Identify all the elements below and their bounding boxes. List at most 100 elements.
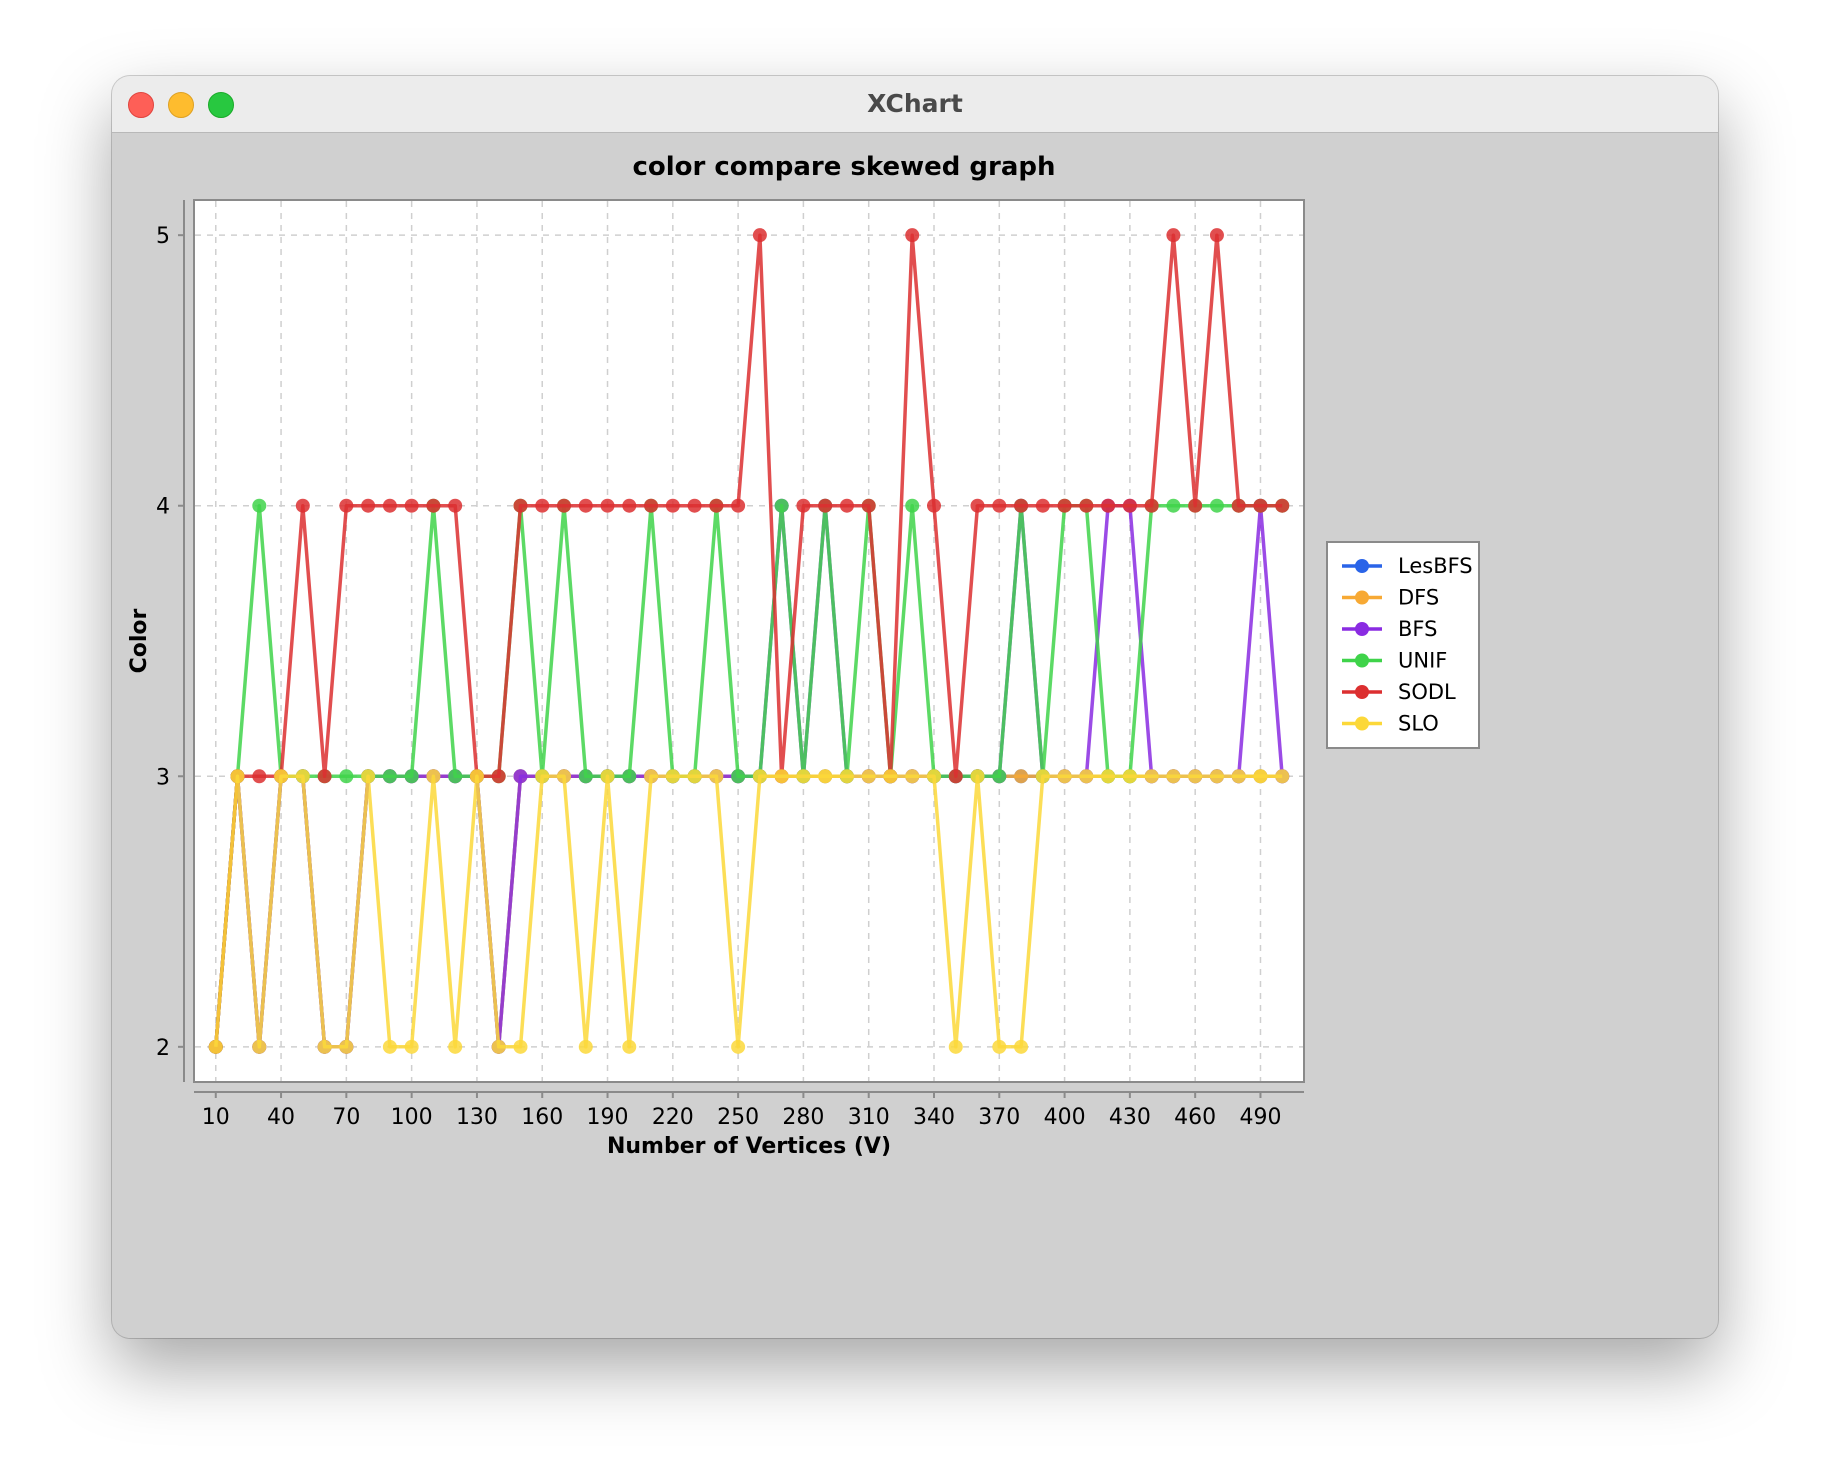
legend-box: [1326, 541, 1480, 749]
x-tick-label: 340: [913, 1105, 955, 1130]
chart-title: color compare skewed graph: [632, 152, 1055, 182]
data-point-sodl: [1057, 498, 1072, 513]
x-tick-label: 220: [652, 1105, 694, 1130]
data-point-slo: [796, 769, 811, 784]
x-tick-label: 490: [1239, 1105, 1281, 1130]
data-point-sodl: [557, 498, 571, 513]
data-point-sodl: [1188, 498, 1203, 513]
data-point-sodl: [600, 498, 615, 513]
data-point-slo: [1122, 769, 1137, 784]
data-point-unif: [339, 769, 354, 784]
data-point-sodl: [578, 498, 593, 513]
data-point-slo: [948, 1039, 963, 1054]
minimize-window-icon[interactable]: [168, 92, 194, 118]
x-tick-label: 10: [202, 1105, 230, 1130]
data-point-unif: [905, 498, 920, 513]
series-slo: [208, 769, 1290, 1054]
data-point-sodl: [796, 498, 811, 513]
data-point-unif: [1166, 498, 1181, 513]
data-point-slo: [469, 769, 484, 784]
data-point-sodl: [622, 498, 637, 513]
x-tick-label: 250: [717, 1105, 759, 1130]
data-point-sodl: [644, 498, 659, 513]
data-point-sodl: [1275, 498, 1290, 513]
data-point-slo: [1209, 769, 1224, 784]
data-point-slo: [252, 1039, 267, 1054]
data-point-slo: [404, 1039, 419, 1054]
legend-marker-bfs: [1355, 622, 1369, 636]
data-point-slo: [513, 1039, 528, 1054]
data-point-sodl: [818, 498, 833, 513]
data-point-slo: [1144, 769, 1159, 784]
legend-label-bfs: BFS: [1398, 617, 1437, 641]
data-point-slo: [295, 769, 310, 784]
data-point-sodl: [752, 228, 767, 243]
data-point-sodl: [295, 498, 310, 513]
data-point-slo: [818, 769, 833, 784]
data-point-sodl: [1122, 498, 1137, 513]
data-point-sodl: [1101, 498, 1116, 513]
data-point-slo: [644, 769, 659, 784]
data-point-unif: [448, 769, 463, 784]
data-point-slo: [774, 769, 789, 784]
data-point-sodl: [992, 498, 1007, 513]
y-axis-title: Color: [127, 608, 152, 673]
legend-marker-sodl: [1355, 685, 1369, 699]
x-tick-label: 280: [782, 1105, 824, 1130]
data-point-slo: [317, 1039, 332, 1054]
data-point-unif: [1209, 498, 1224, 513]
data-point-unif: [992, 769, 1007, 784]
x-tick-label: 310: [848, 1105, 890, 1130]
x-tick-label: 160: [521, 1105, 563, 1130]
x-tick-label: 370: [978, 1105, 1020, 1130]
data-point-slo: [448, 1039, 463, 1054]
data-point-sodl: [382, 498, 397, 513]
data-point-sodl: [927, 498, 941, 513]
x-tick-label: 40: [267, 1105, 295, 1130]
y-tick-label: 3: [156, 765, 170, 790]
x-tick-label: 190: [587, 1105, 629, 1130]
data-point-unif: [578, 769, 593, 784]
data-point-slo: [752, 769, 767, 784]
data-point-sodl: [535, 498, 550, 513]
data-point-sodl: [1144, 498, 1159, 513]
data-point-slo: [230, 769, 245, 784]
y-tick-label: 2: [156, 1036, 170, 1061]
data-point-slo: [709, 769, 724, 784]
data-point-sodl: [1231, 498, 1246, 513]
legend-label-slo: SLO: [1398, 712, 1439, 736]
data-point-slo: [839, 769, 854, 784]
data-point-sodl: [448, 498, 463, 513]
x-tick-label: 130: [456, 1105, 498, 1130]
data-point-slo: [1275, 769, 1290, 784]
data-point-sodl: [513, 498, 528, 513]
close-window-icon[interactable]: [128, 92, 154, 118]
legend-label-dfs: DFS: [1398, 586, 1439, 610]
legend-label-unif: UNIF: [1398, 649, 1447, 673]
data-point-sodl: [1014, 498, 1029, 513]
data-point-bfs: [513, 769, 528, 784]
data-point-sodl: [948, 769, 963, 784]
x-tick-label: 400: [1044, 1105, 1086, 1130]
data-point-slo: [491, 1039, 506, 1054]
legend: LesBFS DFS BFS UNIF SODL SLO: [1326, 541, 1480, 749]
title-bar: XChart: [112, 76, 1718, 133]
legend-label-lesbfs: LesBFS: [1398, 554, 1473, 578]
legend-marker-slo: [1355, 716, 1369, 731]
data-point-sodl: [1253, 498, 1268, 513]
data-point-slo: [382, 1039, 397, 1054]
data-point-slo: [622, 1039, 637, 1054]
maximize-window-icon[interactable]: [208, 92, 234, 118]
data-point-slo: [535, 769, 550, 784]
data-point-slo: [1188, 769, 1203, 784]
data-point-slo: [557, 769, 571, 784]
data-point-slo: [1014, 1039, 1029, 1054]
data-point-slo: [731, 1039, 746, 1054]
data-point-slo: [1166, 769, 1181, 784]
y-tick-label: 5: [156, 224, 170, 249]
data-point-slo: [687, 769, 702, 784]
data-point-dfs: [1014, 769, 1029, 784]
x-tick-label: 70: [332, 1105, 360, 1130]
data-point-sodl: [361, 498, 376, 513]
data-point-sodl: [665, 498, 680, 513]
